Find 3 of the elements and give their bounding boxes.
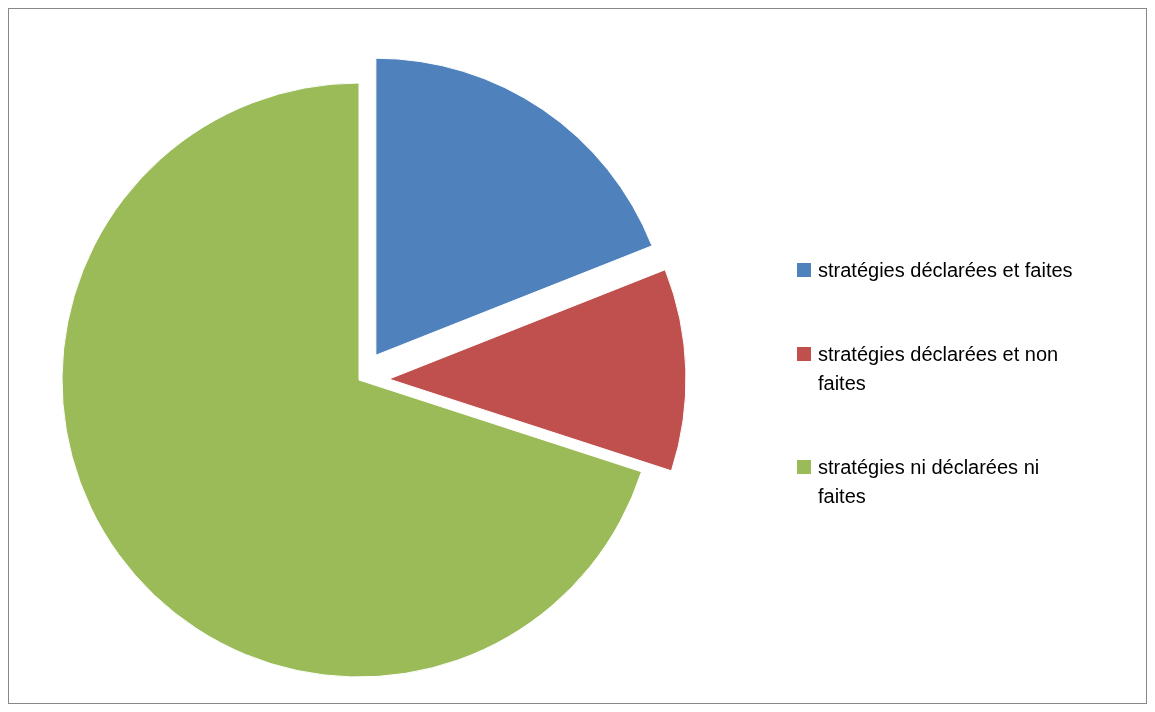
legend-label: stratégies déclarées et non faites: [818, 343, 1059, 394]
legend-label: stratégies ni déclarées ni faites: [818, 456, 1040, 507]
legend-label: stratégies déclarées et faites: [818, 259, 1073, 281]
